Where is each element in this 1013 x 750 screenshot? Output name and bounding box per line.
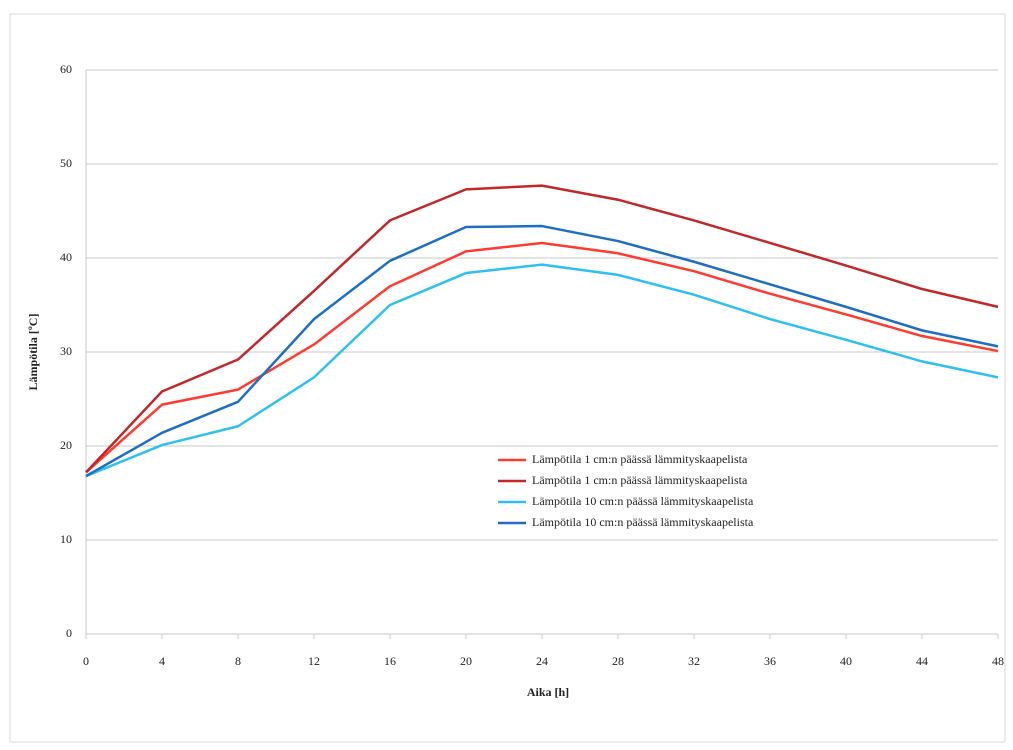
x-axis-label: Aika [h]	[527, 685, 569, 699]
x-tick-label: 32	[688, 654, 700, 668]
x-tick-label: 28	[612, 654, 624, 668]
legend-label: Lämpötila 10 cm:n päässä lämmityskaapeli…	[532, 494, 754, 508]
y-axis-label: Lämpötila [ºC]	[26, 314, 40, 391]
chart-frame	[9, 13, 1006, 743]
y-tick-label: 30	[60, 344, 72, 358]
y-tick-label: 50	[60, 156, 72, 170]
legend-label: Lämpötila 1 cm:n päässä lämmityskaapelis…	[532, 473, 748, 487]
x-tick-label: 24	[536, 654, 548, 668]
x-tick-label: 16	[384, 654, 396, 668]
x-tick-label: 12	[308, 654, 320, 668]
series-line	[85, 184, 999, 474]
x-tick-label: 40	[840, 654, 852, 668]
x-tick-label: 20	[460, 654, 472, 668]
legend-label: Lämpötila 1 cm:n päässä lämmityskaapelis…	[532, 452, 748, 466]
series-line	[85, 263, 999, 478]
x-tick-label: 36	[764, 654, 776, 668]
legend-label: Lämpötila 10 cm:n päässä lämmityskaapeli…	[532, 515, 754, 529]
y-tick-label: 10	[60, 532, 72, 546]
x-tick-label: 4	[159, 654, 165, 668]
y-tick-label: 20	[60, 438, 72, 452]
series-line	[85, 224, 999, 478]
x-tick-label: 44	[916, 654, 928, 668]
y-tick-label: 60	[60, 62, 72, 76]
x-tick-label: 48	[992, 654, 1004, 668]
series-line	[85, 241, 999, 474]
x-tick-label: 0	[83, 654, 89, 668]
x-tick-label: 8	[235, 654, 241, 668]
y-tick-label: 40	[60, 250, 72, 264]
y-tick-label: 0	[66, 626, 72, 640]
